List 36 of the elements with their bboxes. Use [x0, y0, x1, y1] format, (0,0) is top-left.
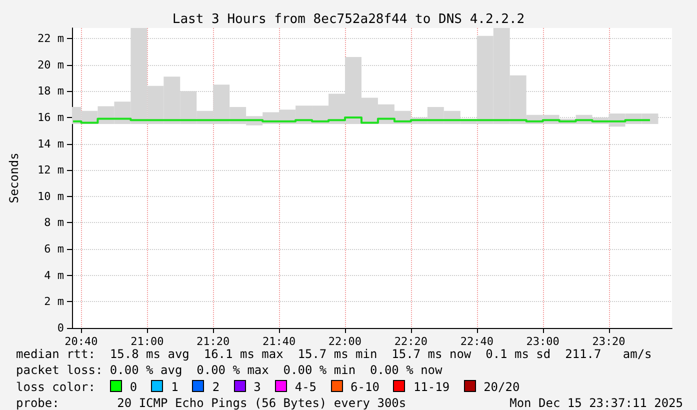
- y-tick-label: 10 m: [38, 190, 64, 203]
- text: packet loss: 0.00 % avg 0.00 % max 0.00 % min 0.00 % now: [16, 363, 442, 377]
- y-tick-label: 20 m: [38, 58, 64, 72]
- text: probe: 20 ICMP Echo Pings (56 Bytes) every 300s: [16, 396, 406, 410]
- y-tick-label: 14 m: [38, 137, 64, 150]
- text: loss color:: [16, 380, 96, 394]
- text: Mon Dec 15 23:37:11 2025: [510, 396, 683, 410]
- text: 4-5: [294, 380, 317, 394]
- y-tick-label: 16 m: [38, 110, 64, 124]
- text: median rtt: 15.8 ms avg 16.1 ms max 15.7 ms min 15.7 ms now 0.1 ms sd 211.7 am/s: [16, 347, 652, 361]
- y-axis-title: Seconds: [7, 152, 21, 204]
- y-tick-label: 12 m: [38, 164, 64, 177]
- chart-title: Last 3 Hours from 8ec752a28f44 to DNS 4.2.2.2: [172, 12, 525, 27]
- text: 20/20: [484, 380, 520, 394]
- text: 11-19: [413, 380, 450, 394]
- x-tick-label: 21:00: [130, 335, 164, 348]
- x-tick-label: 21:20: [196, 335, 230, 348]
- y-tick-label: 0: [57, 322, 64, 334]
- x-tick-label: 22:00: [328, 335, 362, 348]
- x-tick-label: 23:00: [526, 335, 560, 348]
- y-tick-label: 4 m: [44, 268, 64, 282]
- y-tick-label: 8 m: [44, 216, 64, 230]
- x-tick-label: 20:40: [64, 335, 98, 348]
- y-tick-label: 2 m: [44, 295, 64, 308]
- y-tick-label: 18 m: [38, 84, 64, 98]
- x-tick-label: 22:40: [460, 335, 494, 348]
- text: 6-10: [350, 380, 380, 394]
- y-tick-label: 22 m: [38, 32, 64, 46]
- text: 3: [254, 380, 261, 394]
- x-tick-label: 22:20: [394, 335, 428, 348]
- x-tick-label: 23:20: [592, 335, 626, 348]
- text: 1: [171, 380, 178, 394]
- text: 2: [212, 380, 220, 394]
- text: 0: [130, 380, 138, 394]
- y-tick-label: 6 m: [44, 242, 64, 256]
- x-tick-label: 21:40: [262, 335, 296, 348]
